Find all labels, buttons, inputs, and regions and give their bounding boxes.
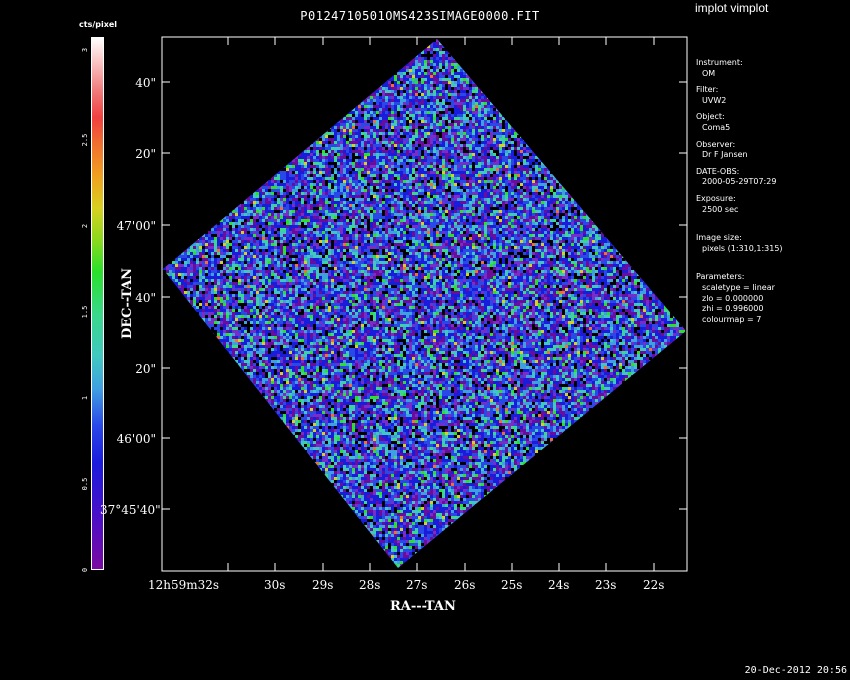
param-zlo: zlo = 0.000000 <box>696 294 846 305</box>
image-title: P0124710501OMS423SIMAGE0000.FIT <box>160 9 680 23</box>
x-tick-label: 27s <box>406 578 427 592</box>
colorbar-title: cts/pixel <box>79 20 117 29</box>
param-colourmap: colourmap = 7 <box>696 315 846 326</box>
plot-frame <box>161 36 688 572</box>
x-tick-label: 30s <box>264 578 285 592</box>
y-tick-label: 20" <box>104 362 156 376</box>
instrument-label: Instrument: <box>696 58 846 69</box>
x-tick-label: 24s <box>548 578 569 592</box>
image-size-label: Image size: <box>696 233 846 244</box>
exposure-label: Exposure: <box>696 194 846 205</box>
object-label: Object: <box>696 112 846 123</box>
app-label: implot vimplot <box>695 1 768 15</box>
plot-timestamp: 20-Dec-2012 20:56 <box>745 665 847 676</box>
x-tick-label: 22s <box>643 578 664 592</box>
param-scaletype: scaletype = linear <box>696 283 846 294</box>
exposure-value: 2500 sec <box>696 205 846 216</box>
y-tick-label: 20" <box>104 147 156 161</box>
filter-value: UVW2 <box>696 96 846 107</box>
x-tick-label: 12h59m32s <box>148 578 219 592</box>
y-tick-label: 40" <box>104 291 156 305</box>
x-tick-label: 28s <box>359 578 380 592</box>
y-axis-title: DEC--TAN <box>120 268 135 339</box>
info-panel: Instrument: OM Filter: UVW2 Object: Coma… <box>696 58 846 331</box>
x-tick-label: 23s <box>595 578 616 592</box>
x-tick-label: 26s <box>454 578 475 592</box>
axis-ticks <box>162 37 687 571</box>
y-tick-label: 47'00" <box>104 219 156 233</box>
y-tick-label: 37°45'40" <box>100 503 161 517</box>
image-size-value: pixels (1:310,1:315) <box>696 244 846 255</box>
colorbar <box>91 37 104 570</box>
param-zhi: zhi = 0.996000 <box>696 304 846 315</box>
x-axis-title: RA---TAN <box>390 599 456 614</box>
x-tick-label: 29s <box>312 578 333 592</box>
x-tick-label: 25s <box>501 578 522 592</box>
y-tick-label: 46'00" <box>104 432 156 446</box>
observer-value: Dr F Jansen <box>696 150 846 161</box>
parameters-label: Parameters: <box>696 272 846 283</box>
date-obs-label: DATE-OBS: <box>696 167 846 178</box>
y-tick-label: 40" <box>104 76 156 90</box>
object-value: Coma5 <box>696 123 846 134</box>
date-obs-value: 2000-05-29T07:29 <box>696 177 846 188</box>
instrument-value: OM <box>696 69 846 80</box>
filter-label: Filter: <box>696 85 846 96</box>
sky-image <box>163 39 686 568</box>
observer-label: Observer: <box>696 140 846 151</box>
